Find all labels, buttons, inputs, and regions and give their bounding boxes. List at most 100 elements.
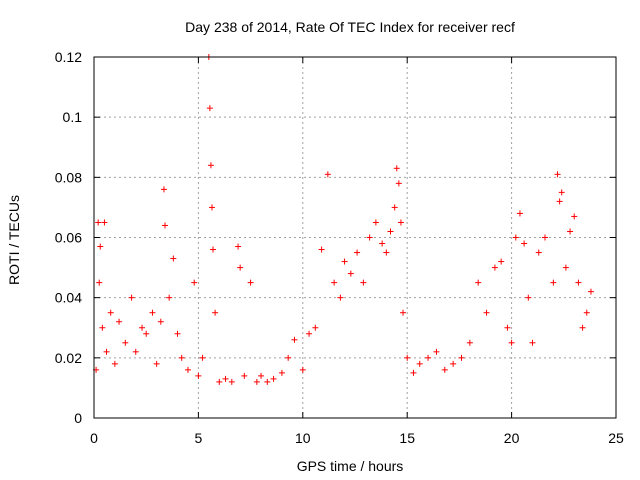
data-point	[128, 294, 135, 301]
x-tick-label: 15	[399, 430, 415, 446]
data-point	[331, 279, 338, 286]
data-point	[554, 171, 561, 178]
data-point	[97, 243, 104, 250]
data-point	[178, 354, 185, 361]
data-point	[107, 309, 114, 316]
data-point	[587, 288, 594, 295]
data-point	[111, 360, 118, 367]
data-point	[161, 222, 168, 229]
x-axis-title: GPS time / hours	[297, 458, 404, 474]
data-point	[153, 360, 160, 367]
data-point	[258, 372, 265, 379]
data-point	[253, 378, 260, 385]
data-point	[579, 324, 586, 331]
data-point	[498, 258, 505, 265]
data-point	[441, 366, 448, 373]
data-point	[395, 180, 402, 187]
data-point	[174, 330, 181, 337]
data-point	[139, 324, 146, 331]
data-point	[512, 234, 519, 241]
data-point	[241, 372, 248, 379]
data-point	[571, 213, 578, 220]
data-point	[195, 372, 202, 379]
data-point	[387, 228, 394, 235]
data-point	[208, 204, 215, 211]
data-point	[222, 375, 229, 382]
data-point	[170, 255, 177, 262]
data-point	[270, 375, 277, 382]
data-point	[228, 378, 235, 385]
data-point	[237, 264, 244, 271]
data-point	[383, 249, 390, 256]
data-point	[433, 348, 440, 355]
data-point	[504, 324, 511, 331]
axis-ticks	[93, 56, 617, 419]
data-point	[354, 249, 361, 256]
data-point	[278, 369, 285, 376]
data-point	[583, 309, 590, 316]
data-point	[341, 258, 348, 265]
grid-lines	[94, 57, 616, 418]
data-point	[116, 318, 123, 325]
data-point	[324, 171, 331, 178]
x-tick-label: 0	[90, 430, 98, 446]
data-point	[306, 330, 313, 337]
data-point	[166, 294, 173, 301]
data-point	[521, 240, 528, 247]
data-point	[347, 270, 354, 277]
data-point	[264, 378, 271, 385]
data-point	[207, 162, 214, 169]
data-point	[550, 279, 557, 286]
tick-labels: 0 5 10 15 20 25 0 0.02 0.04 0.06 0.08 0.1 0.12	[55, 49, 624, 446]
data-point	[160, 186, 167, 193]
data-point	[206, 105, 213, 112]
data-point	[416, 360, 423, 367]
data-point	[508, 339, 515, 346]
data-point	[458, 354, 465, 361]
data-point	[556, 198, 563, 205]
data-point	[542, 234, 549, 241]
data-point	[525, 294, 532, 301]
data-point	[210, 246, 217, 253]
x-tick-label: 20	[504, 430, 520, 446]
data-point	[184, 366, 191, 373]
y-tick-label: 0.1	[63, 109, 83, 125]
data-point	[96, 279, 103, 286]
x-tick-label: 10	[295, 430, 311, 446]
data-point	[149, 309, 156, 316]
y-tick-label: 0	[74, 410, 82, 426]
data-point	[575, 279, 582, 286]
data-point	[247, 279, 254, 286]
y-tick-label: 0.12	[55, 49, 82, 65]
data-point	[199, 354, 206, 361]
data-point	[562, 264, 569, 271]
y-tick-label: 0.04	[55, 290, 82, 306]
data-point	[191, 279, 198, 286]
data-point	[132, 348, 139, 355]
x-tick-label: 25	[608, 430, 624, 446]
chart-title: Day 238 of 2014, Rate Of TEC Index for r…	[185, 19, 515, 35]
data-point	[558, 189, 565, 196]
data-point	[400, 309, 407, 316]
data-point	[103, 348, 110, 355]
data-point	[379, 240, 386, 247]
data-points	[93, 54, 594, 385]
data-point	[285, 354, 292, 361]
data-point	[291, 336, 298, 343]
data-point	[404, 354, 411, 361]
data-point	[450, 360, 457, 367]
data-point	[535, 249, 542, 256]
y-tick-label: 0.02	[55, 350, 82, 366]
data-point	[157, 318, 164, 325]
data-point	[122, 339, 129, 346]
data-point	[516, 210, 523, 217]
data-point	[95, 219, 102, 226]
data-point	[101, 219, 108, 226]
x-tick-label: 5	[195, 430, 203, 446]
data-point	[397, 219, 404, 226]
data-point	[360, 279, 367, 286]
data-point	[425, 354, 432, 361]
data-point	[491, 264, 498, 271]
